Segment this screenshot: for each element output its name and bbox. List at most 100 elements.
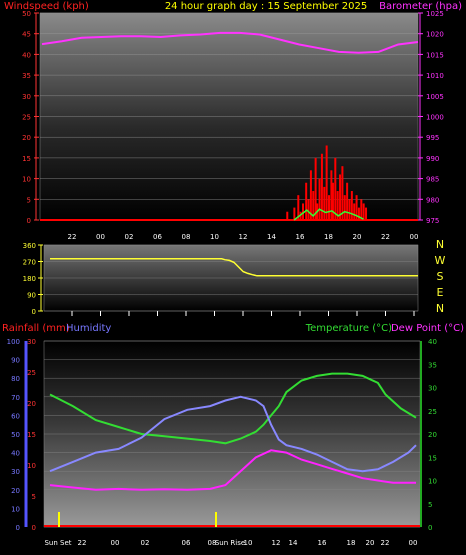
wind-tick-label: 25 [22,114,31,122]
wind-x-tick-label: 10 [210,233,219,241]
temp-x-tick-label: Sun Rise [215,539,245,547]
compass-label: S [437,270,444,283]
temp-tick-label: 5 [428,501,432,509]
temp-tick-label: 0 [428,524,432,532]
baro-tick-label: 1015 [426,51,444,59]
chart-title: 24 hour graph day : 15 September 2025 [165,1,367,12]
windspeed-bar [297,195,300,220]
temperature-label: Temperature (°C) [305,323,392,334]
temperature-ticks: 0 5 10 15 20 25 30 35 40 [428,338,437,532]
humidity-tick-label: 70 [11,394,20,402]
windspeed-bar [336,191,339,220]
temp-x-tick-label: 20 [366,539,375,547]
compass-label: E [437,286,444,299]
wind-tick-label: 20 [22,134,31,142]
temp-x-tick-label: 12 [272,539,281,547]
windspeed-bar [305,182,308,220]
temp-tick-label: 30 [428,385,437,393]
rain-tick-label: 25 [27,369,36,377]
wind-tick-label: 50 [22,10,31,18]
wind-tick-label: 10 [22,176,31,184]
temperature-line [49,372,417,445]
windspeed-bar [331,182,334,220]
windspeed-bar [350,191,353,220]
temp-x-tick-label: 18 [347,539,356,547]
baro-tick-label: 1025 [426,10,444,18]
direction-x-ticks [71,311,415,316]
humidity-tick-label: 0 [16,524,20,532]
humidity-tick-label: 20 [11,487,20,495]
wind-x-tick-label: 12 [239,233,248,241]
temp-tick-label: 35 [428,361,437,369]
temp-tick-label: 10 [428,478,437,486]
windspeed-bar [323,186,326,220]
temp-x-tick-label: 14 [289,539,298,547]
baro-tick-label: 975 [426,217,439,225]
temp-tick-label: 20 [428,431,437,439]
wind-tick-label: 15 [22,155,31,163]
windspeed-bar [334,157,337,220]
rain-tick-label: 30 [27,338,36,346]
wind-tick-label: 35 [22,72,31,80]
windspeed-bar [357,207,360,220]
humidity-tick-label: 100 [7,338,20,346]
wind-tick-label: 45 [22,31,31,39]
humidity-tick-label: 10 [11,505,20,513]
windspeed-bar [343,195,346,220]
dewpoint-label: Dew Point (°C) [391,323,464,334]
humidity-tick-label: 50 [11,431,20,439]
baro-tick-label: 1000 [426,114,444,122]
left-axis-label-wind: Windspeed (kph) [4,1,89,12]
humidity-tick-label: 30 [11,468,20,476]
temp-x-tick-label: 02 [141,539,150,547]
dewpoint-line [49,449,416,491]
wind-x-tick-label: 22 [381,233,390,241]
humidity-tick-label: 90 [11,357,20,365]
windspeed-bar [309,170,312,220]
wind-x-tick-label: 00 [96,233,105,241]
temp-x-tick-label: 00 [409,539,418,547]
rain-tick-label: 20 [27,400,36,408]
temp-x-tick-label: 10 [244,539,253,547]
humidity-tick-label: 80 [11,375,20,383]
gust-line [293,208,364,221]
direction-tick-label: 360 [23,242,36,250]
compass-label: N [436,238,444,251]
windspeed-bar [312,191,315,220]
windspeed-bar [346,182,349,220]
rain-tick-label: 5 [32,493,36,501]
windspeed-bar [302,203,305,220]
wind-x-tick-label: 08 [182,233,191,241]
temp-tick-label: 15 [428,454,437,462]
windspeed-bar [325,145,328,220]
baro-tick-label: 990 [426,155,439,163]
windspeed-bar [318,178,321,220]
windspeed-bar [339,174,342,220]
rain-tick-label: 15 [27,431,36,439]
windspeed-bar [328,195,331,220]
windspeed-bar [314,157,317,220]
wind-x-tick-label: 00 [410,233,419,241]
windspeed-bar [353,203,356,220]
windspeed-bar [341,166,344,220]
windspeed-bar [362,203,365,220]
humidity-line [49,395,417,473]
rain-tick-label: 10 [27,462,36,470]
rain-axis-label: Rainfall (mm) [2,323,70,334]
windspeed-bar [286,211,289,220]
humidity-label: Humidity [66,323,111,334]
baro-tick-label: 1020 [426,31,444,39]
barometer-line [41,31,419,54]
wind-left-ticks: 0 5 10 15 20 25 30 35 40 45 50 [22,10,39,225]
wind-tick-label: 40 [22,51,31,59]
temp-x-tick-label: 22 [381,539,390,547]
wind-x-tick-label: 02 [125,233,134,241]
windspeed-bar [293,207,296,220]
wind-tick-label: 0 [27,217,31,225]
temp-tick-label: 25 [428,408,437,416]
temp-x-tick-label: 22 [78,539,87,547]
windspeed-bar [355,195,358,220]
temp-x-tick-label: 08 [208,539,217,547]
